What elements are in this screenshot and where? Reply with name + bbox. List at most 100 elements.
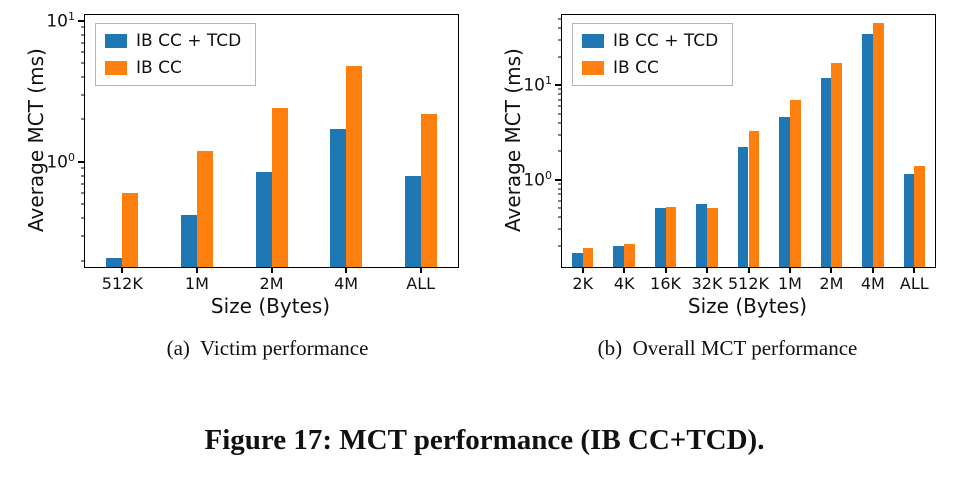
bar-ib-cc bbox=[582, 248, 594, 267]
bar-ib-cc bbox=[271, 108, 288, 267]
x-tick-label: 2M bbox=[259, 274, 284, 293]
bar-ib-cc-tcd bbox=[330, 129, 347, 267]
legend-item: IB CC bbox=[582, 58, 718, 78]
x-axis-label: Size (Bytes) bbox=[687, 294, 808, 318]
plot-area: IB CC + TCD IB CC 100 101 2K 4K 16K 32K 512K 1M 2… bbox=[523, 14, 936, 292]
y-minor-tick bbox=[558, 228, 562, 230]
y-minor-tick bbox=[81, 203, 85, 205]
x-tick-label: ALL bbox=[899, 274, 929, 293]
y-minor-tick bbox=[558, 150, 562, 152]
y-tick-label: 100 bbox=[523, 168, 552, 191]
y-minor-tick bbox=[558, 56, 562, 58]
victim-performance-chart: Average MCT (ms) IB CC + TCD IB CC 100 101… bbox=[20, 6, 465, 318]
x-tick-label: 2K bbox=[572, 274, 594, 293]
bar-ib-cc bbox=[346, 65, 363, 267]
y-tick-label: 100 bbox=[46, 150, 75, 173]
x-tick bbox=[913, 267, 916, 273]
bar-ib-cc-tcd bbox=[696, 204, 708, 267]
y-minor-tick bbox=[558, 188, 562, 190]
y-minor-tick bbox=[81, 62, 85, 64]
y-minor-tick bbox=[558, 245, 562, 247]
y-minor-tick bbox=[81, 183, 85, 185]
bar-ib-cc bbox=[872, 23, 884, 267]
y-tick-label: 101 bbox=[46, 9, 75, 32]
legend-swatch bbox=[582, 34, 604, 48]
y-minor-tick bbox=[558, 18, 562, 20]
x-tick-label: 32K bbox=[691, 274, 723, 293]
legend-label: IB CC + TCD bbox=[136, 31, 242, 51]
subcaption-a: (a) Victim performance bbox=[166, 336, 369, 360]
x-tick-label: ALL bbox=[406, 274, 436, 293]
legend: IB CC + TCD IB CC bbox=[95, 23, 257, 86]
bar-ib-cc bbox=[196, 150, 213, 267]
legend-swatch bbox=[105, 61, 127, 75]
bar-ib-cc-tcd bbox=[820, 77, 832, 267]
x-tick bbox=[871, 267, 874, 273]
y-major-tick bbox=[78, 160, 85, 163]
bar-ib-cc-tcd bbox=[779, 117, 790, 267]
x-tick bbox=[581, 267, 584, 273]
overall-mct-chart: Average MCT (ms) IB CC + TCD IB CC 100 101… bbox=[497, 6, 942, 318]
legend-label: IB CC bbox=[136, 58, 182, 78]
bar-ib-cc bbox=[789, 99, 801, 267]
figure-title: Figure 17: MCT performance (IB CC+TCD). bbox=[204, 424, 765, 456]
bar-ib-cc-tcd bbox=[862, 33, 873, 267]
bar-ib-cc-tcd bbox=[404, 175, 421, 267]
x-tick bbox=[345, 267, 348, 273]
x-tick-label: 1M bbox=[184, 274, 209, 293]
x-tick bbox=[747, 267, 750, 273]
bar-ib-cc bbox=[914, 165, 926, 267]
x-tick-label: 4M bbox=[860, 274, 885, 293]
y-minor-tick bbox=[558, 200, 562, 202]
bar-ib-cc bbox=[748, 130, 760, 267]
bar-ib-cc-tcd bbox=[654, 208, 666, 267]
bar-ib-cc-tcd bbox=[903, 174, 915, 267]
bar-ib-cc bbox=[122, 193, 139, 267]
x-tick bbox=[419, 267, 422, 273]
y-minor-tick bbox=[81, 118, 85, 120]
y-minor-tick bbox=[558, 183, 562, 185]
x-tick-label: 4M bbox=[334, 274, 359, 293]
bar-ib-cc-tcd bbox=[613, 246, 625, 267]
x-tick-label: 1M bbox=[777, 274, 802, 293]
y-minor-tick bbox=[558, 88, 562, 90]
y-minor-tick bbox=[81, 175, 85, 177]
x-tick-label: 16K bbox=[650, 274, 682, 293]
y-tick-label: 101 bbox=[523, 73, 552, 96]
legend-label: IB CC + TCD bbox=[613, 31, 719, 51]
x-tick bbox=[121, 267, 124, 273]
x-tick bbox=[830, 267, 833, 273]
y-minor-tick bbox=[81, 192, 85, 194]
y-minor-tick bbox=[81, 26, 85, 28]
y-minor-tick bbox=[558, 27, 562, 29]
bar-ib-cc bbox=[624, 244, 635, 267]
x-tick bbox=[195, 267, 198, 273]
y-axis-label: Average MCT (ms) bbox=[501, 48, 525, 232]
x-tick bbox=[270, 267, 273, 273]
x-tick bbox=[664, 267, 667, 273]
y-minor-tick bbox=[81, 167, 85, 169]
y-minor-tick bbox=[81, 51, 85, 53]
y-minor-tick bbox=[558, 105, 562, 107]
legend-label: IB CC bbox=[613, 58, 659, 78]
legend-swatch bbox=[582, 61, 604, 75]
y-minor-tick bbox=[558, 134, 562, 136]
y-minor-tick bbox=[558, 93, 562, 95]
y-major-tick bbox=[555, 84, 562, 87]
legend-item: IB CC + TCD bbox=[582, 31, 718, 51]
y-minor-tick bbox=[81, 34, 85, 35]
y-minor-tick bbox=[558, 216, 562, 218]
legend-item: IB CC + TCD bbox=[105, 31, 241, 51]
y-minor-tick bbox=[558, 122, 562, 124]
x-tick-label: 4K bbox=[613, 274, 635, 293]
y-minor-tick bbox=[81, 217, 85, 219]
bar-ib-cc-tcd bbox=[255, 171, 272, 267]
x-tick bbox=[788, 267, 791, 273]
bar-ib-cc-tcd bbox=[737, 147, 749, 267]
x-tick-label: 2M bbox=[819, 274, 844, 293]
bar-ib-cc-tcd bbox=[106, 257, 123, 267]
legend-item: IB CC bbox=[105, 58, 241, 78]
x-axis-label: Size (Bytes) bbox=[210, 294, 331, 318]
x-tick-label: 512K bbox=[727, 274, 770, 293]
